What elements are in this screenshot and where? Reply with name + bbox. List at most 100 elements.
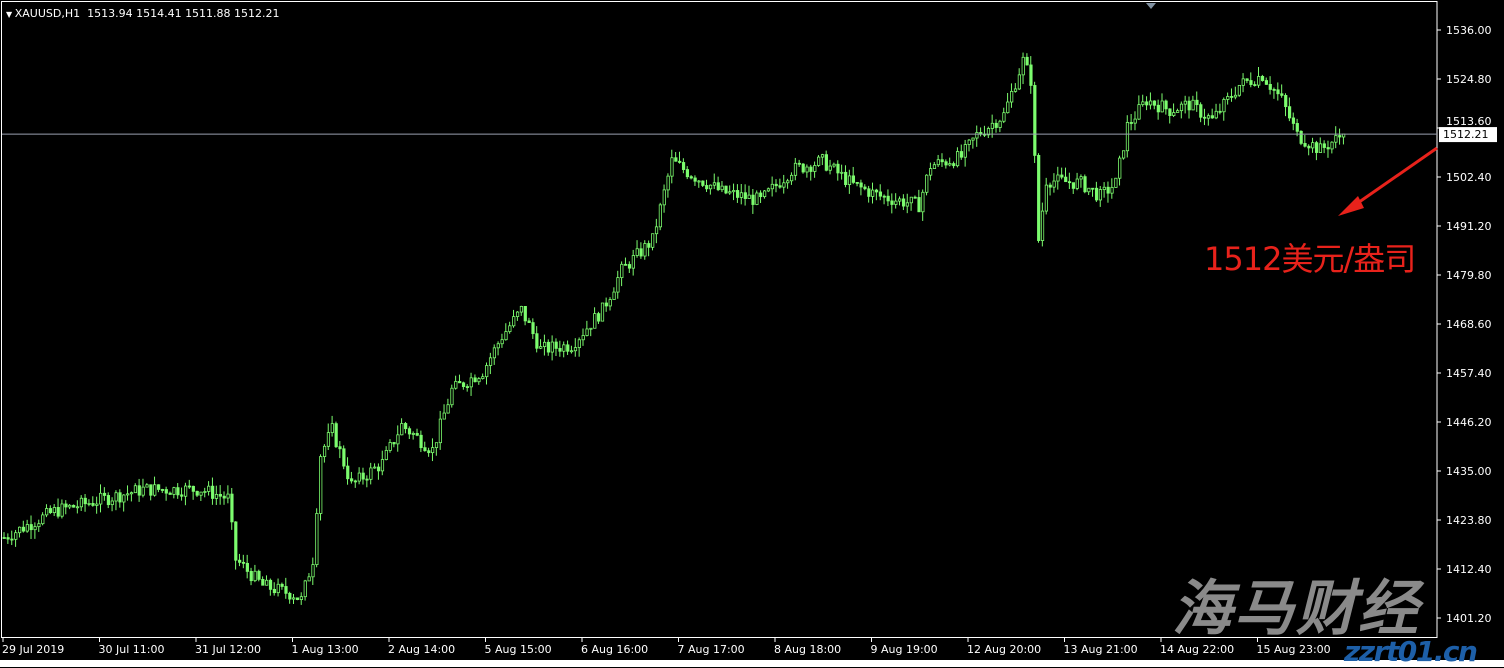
candle-body <box>1149 100 1153 106</box>
candle <box>1299 130 1303 146</box>
candle-body <box>311 564 315 578</box>
candle-body <box>1141 101 1145 106</box>
x-tick-label: 6 Aug 16:00 <box>581 643 648 656</box>
candle-body <box>1118 157 1122 179</box>
candle-body <box>1338 135 1342 138</box>
candle <box>492 344 497 365</box>
candle <box>176 483 180 499</box>
candle-body <box>265 579 269 586</box>
candle <box>635 240 639 258</box>
candle <box>708 184 713 195</box>
candle-body <box>805 166 809 173</box>
candle-body <box>1330 141 1334 150</box>
candle-body <box>867 188 871 197</box>
shift-marker-icon[interactable] <box>1146 3 1156 9</box>
y-tick-label: 1423.80 <box>1446 514 1492 527</box>
candle-body <box>37 523 41 528</box>
candle-body <box>948 163 952 166</box>
candle <box>384 446 388 461</box>
candle-body <box>620 263 624 279</box>
candle-body <box>407 428 412 435</box>
price-label: 1512.21 <box>1439 127 1497 143</box>
candle <box>932 162 937 170</box>
candle <box>369 462 373 485</box>
candle-body <box>145 484 149 488</box>
candle <box>230 487 234 530</box>
candle-body <box>1191 99 1195 111</box>
candle <box>1040 202 1045 247</box>
y-tick-label: 1401.20 <box>1446 612 1492 625</box>
candle <box>840 164 844 180</box>
x-tick-label: 12 Aug 20:00 <box>967 643 1041 656</box>
candle-body <box>508 325 512 332</box>
candle-body <box>527 320 531 324</box>
candle <box>1013 83 1018 93</box>
candle <box>1195 91 1199 112</box>
candle <box>211 477 215 505</box>
candle-body <box>890 200 894 205</box>
x-tick-label: 14 Aug 22:00 <box>1160 643 1234 656</box>
candle <box>79 495 83 512</box>
y-tick-label: 1468.60 <box>1446 318 1492 331</box>
candle-body <box>1183 100 1187 105</box>
candle-body <box>211 485 215 499</box>
candle-body <box>469 377 473 388</box>
candle <box>863 184 867 191</box>
candle <box>1122 150 1126 160</box>
candle-body <box>921 191 925 213</box>
collapse-triangle-icon[interactable]: ▼ <box>6 10 15 19</box>
candle-body <box>751 194 755 205</box>
candle <box>37 519 41 532</box>
candle-body <box>658 204 663 228</box>
candle <box>1187 96 1191 119</box>
candle-body <box>349 478 354 482</box>
candle-body <box>836 163 840 174</box>
price-label-box <box>1439 127 1497 143</box>
candle-body <box>353 480 358 483</box>
candle <box>1307 144 1311 156</box>
candle <box>292 593 296 604</box>
candle-body <box>998 120 1002 128</box>
candle-body <box>1106 186 1110 194</box>
candle <box>763 190 767 199</box>
candle <box>658 202 663 231</box>
candle-body <box>743 192 747 199</box>
candle-body <box>820 154 825 158</box>
candle <box>315 508 319 568</box>
candle-body <box>678 160 682 163</box>
candle <box>1110 178 1114 199</box>
candle-body <box>1160 100 1164 113</box>
candle <box>1214 103 1218 120</box>
candle-body <box>280 583 284 587</box>
candle <box>1067 172 1072 190</box>
candle-body <box>423 447 427 452</box>
candle-body <box>986 128 991 136</box>
candle <box>83 494 87 512</box>
candle-body <box>369 467 373 480</box>
candle <box>755 190 759 206</box>
candle-body <box>1210 115 1214 119</box>
candle-body <box>878 191 883 197</box>
candle <box>45 504 49 518</box>
candle <box>357 467 361 485</box>
candle-body <box>33 526 37 531</box>
candle-body <box>708 184 713 190</box>
candle <box>1137 95 1141 120</box>
candle <box>1218 103 1222 115</box>
candle <box>1083 174 1087 194</box>
candle <box>299 592 304 605</box>
candle-body <box>1071 182 1076 189</box>
candle-body <box>597 313 601 322</box>
candle-body <box>763 190 767 198</box>
candle <box>697 179 701 188</box>
candle <box>1164 99 1168 115</box>
candle <box>438 410 442 450</box>
candle <box>1064 167 1068 183</box>
candle <box>1199 102 1203 123</box>
plot-border <box>1 1 1438 638</box>
candle-body <box>122 494 126 503</box>
candle-body <box>1010 90 1014 103</box>
candle <box>1203 108 1207 126</box>
candle <box>720 181 724 193</box>
